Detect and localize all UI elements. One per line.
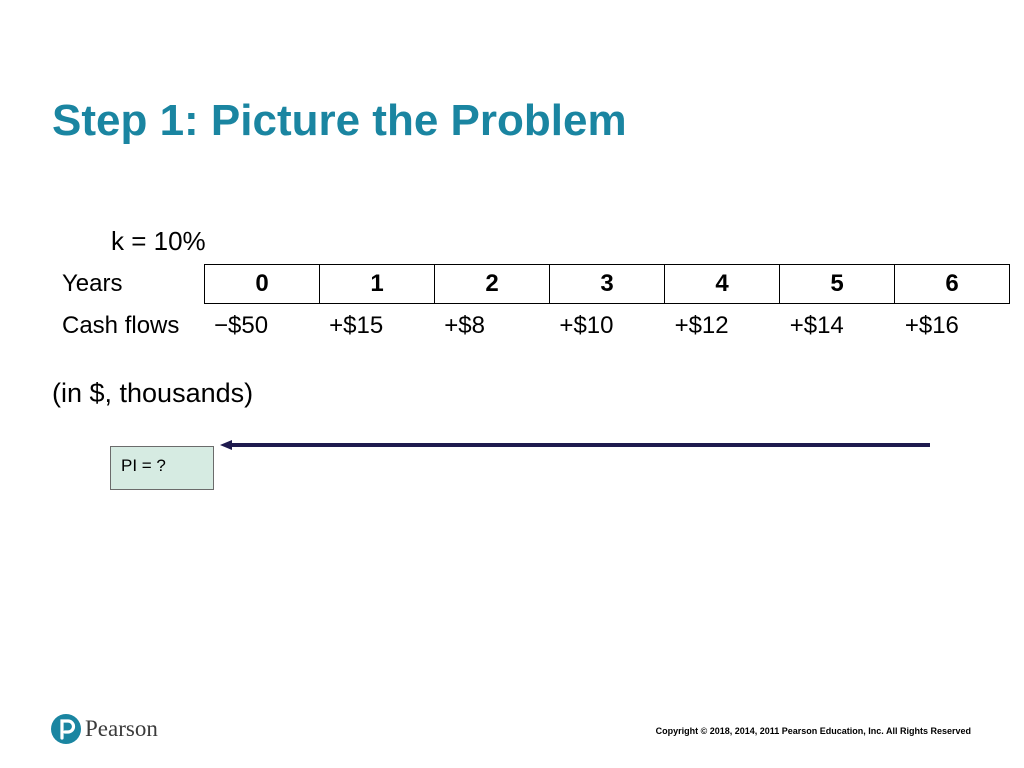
cash-flows-row: −$50 +$15 +$8 +$10 +$12 +$14 +$16 [204,312,1010,340]
cash-flow-0: −$50 [214,312,269,339]
cash-flow-4: +$12 [674,312,729,339]
year-cell-5: 5 [779,265,894,303]
year-cell-4: 4 [664,265,779,303]
cash-flow-5: +$14 [789,312,844,339]
pi-box: PI = ? [110,446,214,490]
pearson-logo: Pearson [51,714,158,744]
cash-flows-row-label: Cash flows [62,312,180,339]
left-arrow-icon [220,440,930,450]
slide-title: Step 1: Picture the Problem [52,96,627,145]
year-cell-2: 2 [434,265,549,303]
units-note: (in $, thousands) [52,378,254,408]
years-timeline: 0 1 2 3 4 5 6 [204,264,1010,304]
year-cell-6: 6 [894,265,1009,303]
year-cell-1: 1 [319,265,434,303]
cash-flow-2: +$8 [444,312,485,339]
year-cell-3: 3 [549,265,664,303]
discount-rate-label: k = 10% [111,226,206,256]
cash-flow-1: +$15 [329,312,384,339]
pearson-p-logo-icon [51,714,81,744]
cash-flow-6: +$16 [904,312,959,339]
pearson-logo-text: Pearson [85,716,158,741]
cash-flow-3: +$10 [559,312,614,339]
years-row-label: Years [62,270,123,297]
year-cell-0: 0 [255,270,269,297]
copyright-notice: Copyright © 2018, 2014, 2011 Pearson Edu… [655,726,971,736]
